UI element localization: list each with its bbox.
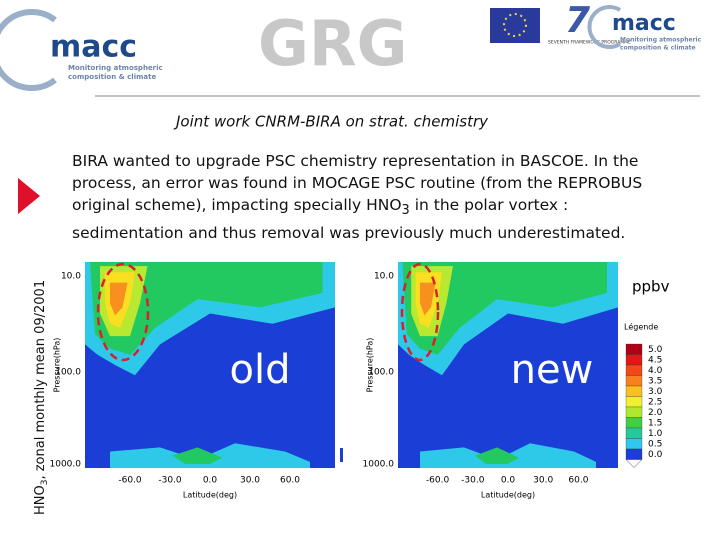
- logo-tagline: Monitoring atmospheric: [68, 64, 163, 72]
- x-tick-label: 60.0: [280, 476, 300, 486]
- logo-text: macc: [50, 30, 137, 65]
- x-tick-label: -60.0: [426, 476, 450, 486]
- logo-tagline: composition & climate: [68, 73, 156, 81]
- logo-right: macc Monitoring atmospheric composition …: [587, 5, 702, 52]
- x-tick-label: 0.0: [501, 476, 516, 486]
- legend-swatch: [625, 417, 643, 429]
- legend-label: 4.5: [648, 355, 662, 365]
- x-tick-label: 60.0: [568, 476, 588, 486]
- legend-title: Légende: [624, 322, 658, 332]
- fp7-seven: 7: [565, 0, 590, 41]
- plots: old 10.0 100.0 1000.0 Pressure(hPa) -60.0 -30.…: [50, 262, 618, 500]
- legend-swatch: [625, 375, 643, 387]
- legend-label: 5.0: [648, 345, 663, 355]
- contour-plot: old 10.0 100.0 1000.0 Pressure(hPa) -60.0 -30.…: [50, 262, 335, 500]
- x-tick-label: -60.0: [118, 476, 142, 486]
- legend-swatch: [625, 354, 643, 366]
- subtitle: Joint work CNRM-BIRA on strat. chemistry: [173, 113, 489, 131]
- y-axis-label: Pressure(hPa): [53, 338, 62, 393]
- x-tick-label: 30.0: [533, 476, 553, 486]
- body-text: BIRA wanted to upgrade PSC chemistry rep…: [72, 150, 672, 244]
- legend-label: 2.0: [648, 408, 663, 418]
- legend-label: 4.0: [648, 366, 663, 376]
- x-tick-label: 30.0: [240, 476, 260, 486]
- contour-band: [110, 282, 128, 316]
- legend-swatch: [625, 448, 643, 460]
- y-tick-label: 10.0: [374, 272, 394, 282]
- grg-logo: GRG: [258, 7, 408, 80]
- y-tick-label: 100.0: [368, 368, 394, 378]
- eu-flag: [490, 8, 540, 43]
- logo-tagline: Monitoring atmospheric: [620, 37, 702, 44]
- fp7-logo: 7 SEVENTH FRAMEWORK PROGRAMME: [548, 0, 631, 46]
- x-axis-label: Latitude(deg): [183, 491, 237, 500]
- plot-annotation: old: [230, 347, 291, 393]
- legend-label: 3.5: [648, 376, 662, 386]
- x-axis-label: Latitude(deg): [481, 491, 535, 500]
- legend-label: 1.0: [648, 429, 663, 439]
- y-tick-label: 10.0: [61, 272, 81, 282]
- bullet: [18, 178, 40, 214]
- contour-band: [402, 262, 607, 355]
- side-label-text: , zonal monthly mean 09/2001: [33, 280, 48, 480]
- contour-plot: new 10.0 100.0 1000.0 Pressure(hPa) -60.0 -30.…: [363, 262, 618, 500]
- legend-swatch: [625, 396, 643, 408]
- logo-left: macc Monitoring atmospheric composition …: [0, 9, 163, 91]
- legend-swatch: [625, 364, 643, 376]
- y-tick-label: 1000.0: [363, 460, 395, 470]
- marker: [340, 448, 343, 462]
- logo-arc: [587, 5, 622, 49]
- legend-swatch: [625, 343, 643, 355]
- legend-label: 0.5: [648, 439, 662, 449]
- side-label-text: HNO: [33, 485, 48, 515]
- contour-band: [475, 447, 519, 464]
- side-label-sub: 3: [40, 480, 50, 486]
- legend-end: [625, 459, 643, 468]
- legend-label: 1.5: [648, 418, 662, 428]
- x-tick-label: -30.0: [158, 476, 182, 486]
- logo-tagline: composition & climate: [620, 45, 696, 52]
- body-part: in the polar vortex : sedimentation and …: [72, 196, 626, 243]
- x-tick-label: -30.0: [461, 476, 485, 486]
- stars: [503, 13, 527, 37]
- contour-band: [172, 447, 223, 464]
- fp7-text: SEVENTH FRAMEWORK PROGRAMME: [548, 40, 631, 46]
- highlight: [96, 262, 150, 362]
- y-tick-label: 1000.0: [50, 460, 82, 470]
- legend-label: 0.0: [648, 450, 663, 460]
- y-tick-label: 100.0: [55, 368, 81, 378]
- body-part: BIRA wanted to upgrade PSC chemistry rep…: [72, 152, 643, 214]
- legend-unit: ppbv: [632, 278, 670, 296]
- legend-swatch: [625, 438, 643, 450]
- legend-label: 3.0: [648, 387, 663, 397]
- body-sub: 3: [401, 203, 410, 219]
- legend-swatch: [625, 406, 643, 418]
- plot-annotation: new: [511, 347, 594, 393]
- x-tick-label: 0.0: [203, 476, 218, 486]
- legend-swatch: [625, 385, 643, 397]
- legend-label: 2.5: [648, 397, 662, 407]
- contour-band: [90, 262, 323, 355]
- logo-arc: [0, 9, 57, 91]
- legend: ppbvLégende5.04.54.03.53.02.52.01.51.00.…: [624, 278, 670, 468]
- highlight: [400, 262, 440, 362]
- legend-swatch: [625, 427, 643, 439]
- y-axis-label: Pressure(hPa): [366, 338, 375, 393]
- side-label: HNO3, zonal monthly mean 09/2001: [33, 280, 50, 515]
- contour-band: [420, 282, 436, 316]
- logo-text: macc: [612, 11, 676, 36]
